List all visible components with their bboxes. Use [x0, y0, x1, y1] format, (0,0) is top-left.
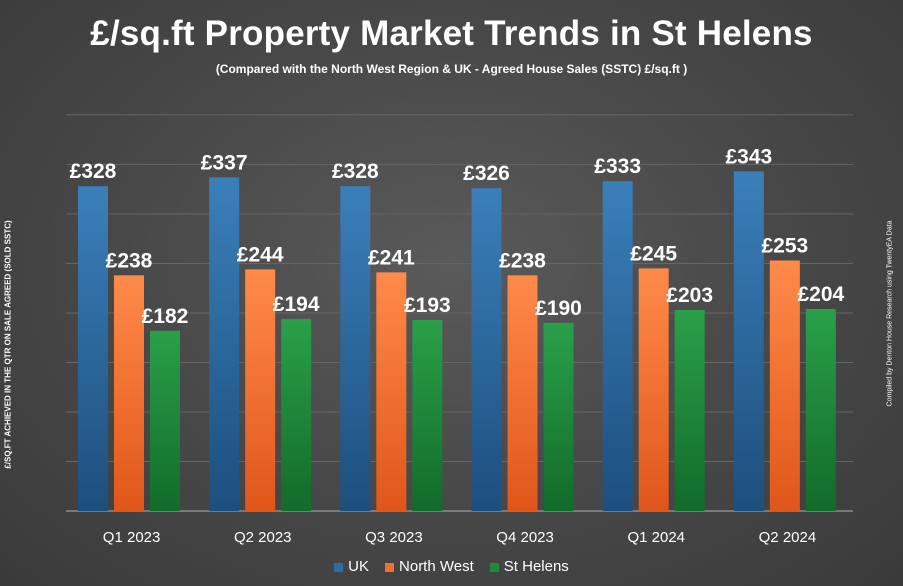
- bar-north-west: [114, 275, 144, 511]
- bar-uk: [340, 186, 371, 511]
- bar-north-west: [638, 268, 669, 511]
- bar-uk: [471, 188, 502, 511]
- x-tick-label: Q1 2023: [103, 529, 161, 546]
- legend-label: St Helens: [503, 558, 569, 575]
- legend-item: UK: [334, 558, 369, 575]
- x-tick-label: Q3 2023: [365, 529, 423, 546]
- bar-north-west: [245, 269, 276, 511]
- data-label: £253: [761, 234, 808, 257]
- data-label: £245: [630, 242, 677, 265]
- data-label: £182: [142, 305, 189, 328]
- chart-title: £/sq.ft Property Market Trends in St Hel…: [90, 14, 813, 53]
- data-label: £328: [70, 160, 117, 183]
- chart-legend: UK North West St Helens: [0, 558, 903, 575]
- data-label: £328: [332, 160, 379, 183]
- x-tick-label: Q4 2023: [496, 529, 554, 546]
- bar-st-helens: [281, 318, 312, 511]
- data-label: £337: [201, 151, 248, 174]
- legend-item: North West: [385, 558, 474, 575]
- bar-st-helens: [150, 330, 180, 511]
- bar-north-west: [507, 275, 538, 511]
- x-tick-label: Q2 2024: [759, 529, 817, 546]
- bar-uk: [78, 186, 108, 511]
- data-label: £244: [237, 243, 284, 266]
- bar-uk: [733, 171, 764, 511]
- data-label: £241: [368, 246, 415, 269]
- data-label: £238: [106, 249, 153, 272]
- data-label: £204: [797, 283, 844, 306]
- x-tick-label: Q1 2024: [627, 529, 685, 546]
- legend-swatch: [334, 562, 344, 572]
- bar-st-helens: [543, 322, 574, 511]
- legend-label: UK: [348, 558, 370, 575]
- data-label: £333: [594, 155, 641, 178]
- chart-subtitle: (Compared with the North West Region & U…: [215, 62, 688, 76]
- legend-item: St Helens: [489, 558, 569, 575]
- x-tick-label: Q2 2023: [234, 529, 292, 546]
- bar-uk: [209, 177, 240, 511]
- data-label: £190: [535, 297, 582, 320]
- bar-st-helens: [805, 308, 836, 511]
- bar-st-helens: [412, 319, 443, 511]
- legend-swatch: [489, 562, 499, 572]
- bar-north-west: [769, 260, 800, 511]
- data-label: £203: [666, 284, 713, 307]
- legend-swatch: [385, 562, 395, 572]
- data-label: £193: [404, 294, 451, 317]
- data-label: £238: [499, 249, 546, 272]
- legend-label: North West: [399, 558, 474, 575]
- data-label: £194: [273, 293, 320, 316]
- data-label: £326: [463, 162, 510, 185]
- data-label: £343: [725, 145, 772, 168]
- bar-st-helens: [674, 309, 705, 511]
- bar-uk: [602, 181, 633, 511]
- bar-north-west: [376, 272, 407, 511]
